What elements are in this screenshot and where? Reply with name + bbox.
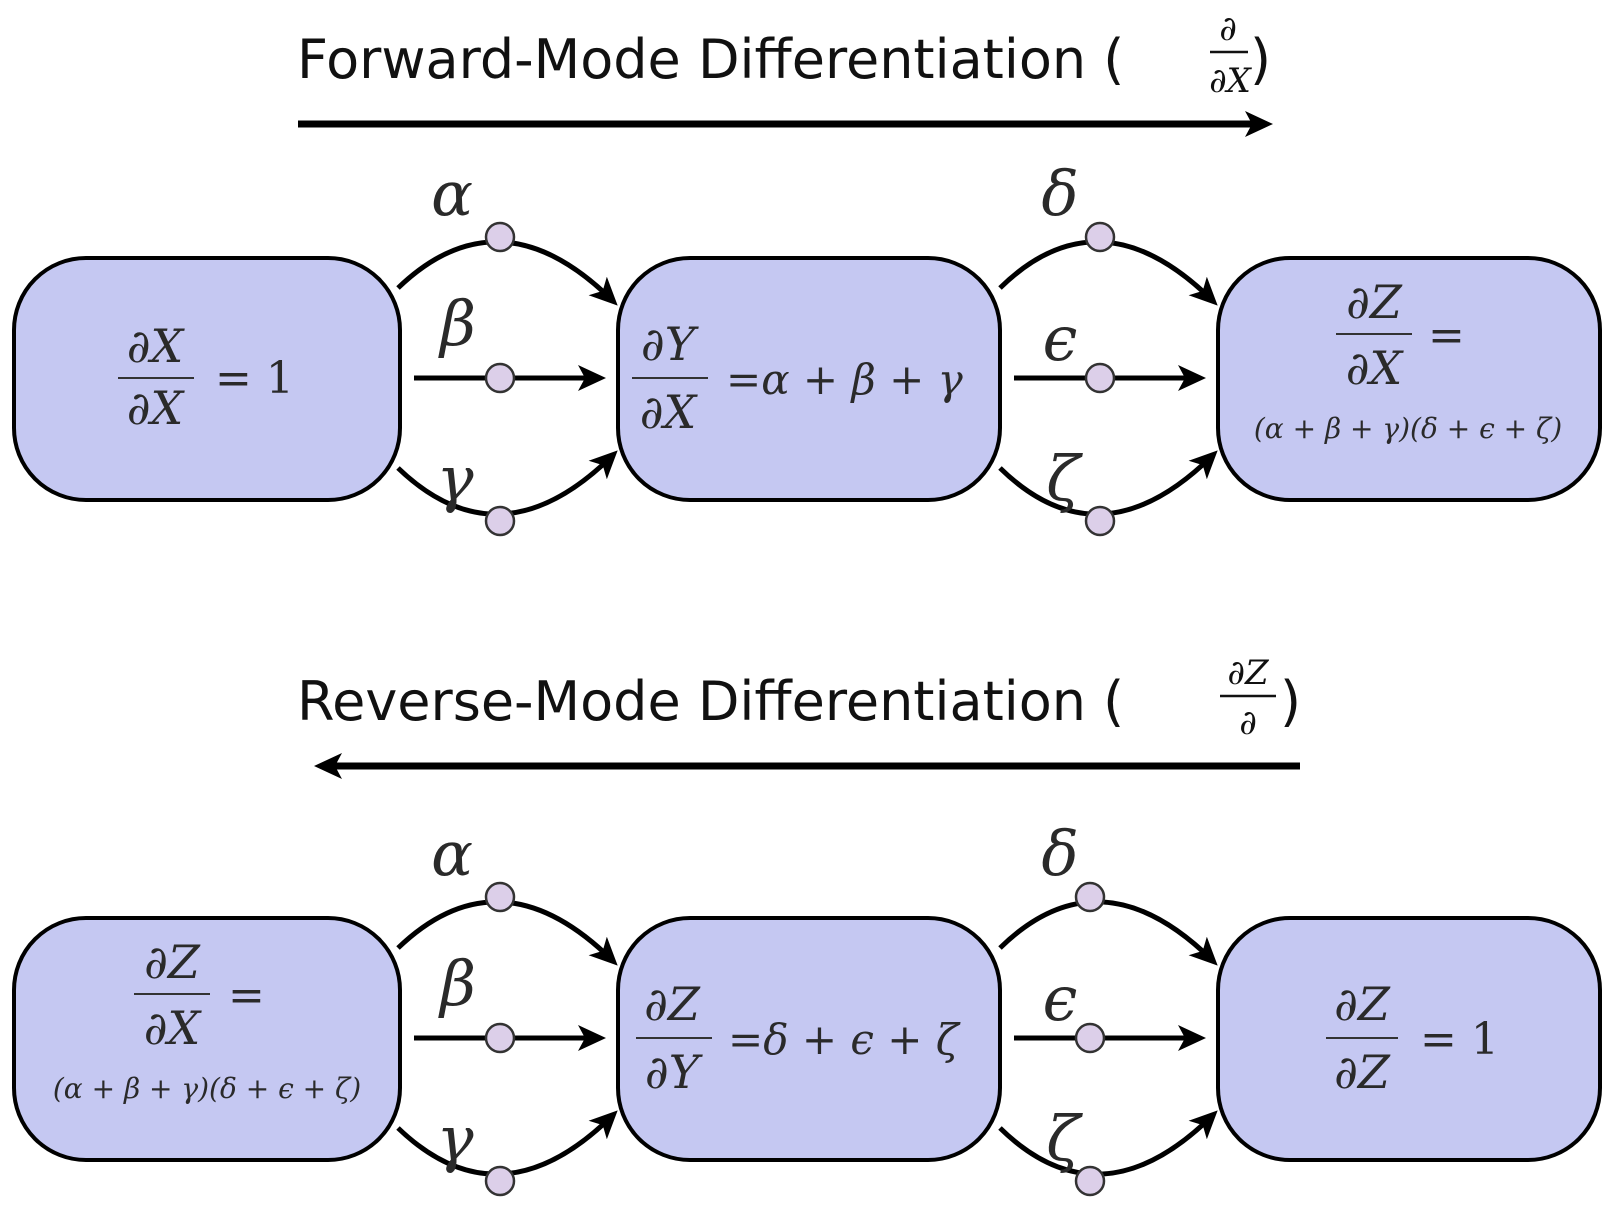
forward-label-alpha: α	[431, 157, 473, 230]
reverse-node-y-box	[616, 916, 1002, 1162]
reverse-label-beta: β	[438, 947, 476, 1020]
reverse-node-x-rhs: =	[228, 970, 265, 1021]
forward-node-z-rhs: =	[1428, 310, 1465, 361]
reverse-edges-left: α β γ	[396, 817, 618, 1197]
forward-title-text: Forward-Mode Differentiation (	[297, 28, 1124, 91]
forward-node-x-rhs: = 1	[215, 353, 294, 404]
forward-edge-zeta	[998, 450, 1218, 517]
reverse-title-op-num: ∂Z	[1227, 653, 1270, 693]
forward-label-beta: β	[438, 287, 476, 360]
forward-node-z-expr: (α + β + γ)(δ + ϵ + ζ)	[1254, 412, 1562, 445]
forward-label-gamma: γ	[436, 442, 474, 515]
forward-edge-epsilon-node	[1084, 362, 1116, 394]
forward-edges-left: α β γ	[396, 157, 618, 537]
reverse-label-epsilon: ϵ	[1043, 962, 1078, 1035]
forward-node-y-num: ∂Y	[641, 317, 700, 371]
forward-edge-gamma	[396, 450, 618, 517]
reverse-node-y-num: ∂Z	[644, 977, 701, 1031]
reverse-edge-zeta-node	[1074, 1165, 1106, 1197]
forward-node-x: ∂X ∂X = 1	[12, 256, 402, 502]
reverse-title-text: Reverse-Mode Differentiation (	[297, 670, 1124, 733]
forward-title-close: )	[1250, 28, 1271, 91]
reverse-node-x-box	[12, 916, 402, 1162]
forward-node-z: ∂Z ∂X = (α + β + γ)(δ + ϵ + ζ)	[1216, 256, 1602, 502]
reverse-node-z-rhs: = 1	[1420, 1014, 1499, 1065]
forward-node-x-box	[12, 256, 402, 502]
reverse-node-y-rhs: =δ + ϵ + ζ	[728, 1015, 961, 1064]
reverse-node-x-num: ∂Z	[144, 935, 201, 989]
reverse-node-z: ∂Z ∂Z = 1	[1216, 916, 1602, 1162]
reverse-node-z-den: ∂Z	[1334, 1045, 1391, 1099]
reverse-edge-delta-node	[1074, 881, 1106, 913]
reverse-title-op-den: ∂	[1239, 703, 1257, 743]
reverse-label-gamma: γ	[436, 1102, 474, 1175]
forward-node-x-den: ∂X	[127, 381, 186, 435]
reverse-label-alpha: α	[431, 817, 473, 890]
forward-node-z-box	[1216, 256, 1602, 502]
forward-label-epsilon: ϵ	[1043, 302, 1078, 375]
forward-edges-right: δ ϵ ζ	[998, 157, 1218, 537]
forward-title: Forward-Mode Differentiation ( ∂ ∂X )	[297, 9, 1271, 101]
reverse-node-z-box	[1216, 916, 1602, 1162]
forward-node-y-rhs: =α + β + γ	[726, 355, 964, 404]
reverse-node-x: ∂Z ∂X = (α + β + γ)(δ + ϵ + ζ)	[12, 916, 402, 1162]
reverse-label-zeta: ζ	[1046, 1102, 1083, 1175]
reverse-node-y: ∂Z ∂Y =δ + ϵ + ζ	[616, 916, 1002, 1162]
reverse-title: Reverse-Mode Differentiation ( ∂Z ∂ )	[297, 653, 1301, 743]
reverse-mode-section: Reverse-Mode Differentiation ( ∂Z ∂ ) α …	[12, 653, 1602, 1197]
forward-node-y: ∂Y ∂X =α + β + γ	[616, 256, 1002, 502]
forward-edge-zeta-node	[1084, 505, 1116, 537]
reverse-label-delta: δ	[1041, 817, 1078, 890]
forward-node-x-num: ∂X	[127, 319, 186, 373]
reverse-edge-zeta	[998, 1110, 1218, 1177]
reverse-title-close: )	[1280, 670, 1301, 733]
forward-node-y-den: ∂X	[640, 385, 699, 439]
reverse-edge-alpha-node	[484, 881, 516, 913]
reverse-node-x-expr: (α + β + γ)(δ + ϵ + ζ)	[53, 1072, 361, 1105]
forward-edge-alpha-node	[484, 221, 516, 253]
reverse-edges-right: δ ϵ ζ	[998, 817, 1218, 1197]
forward-edge-beta-node	[484, 362, 516, 394]
forward-node-y-box	[616, 256, 1002, 502]
reverse-node-y-den: ∂Y	[645, 1045, 704, 1099]
reverse-edge-gamma	[396, 1110, 618, 1177]
reverse-edge-gamma-node	[484, 1165, 516, 1197]
forward-title-op-num: ∂	[1219, 9, 1237, 49]
forward-label-zeta: ζ	[1046, 442, 1083, 515]
reverse-edge-epsilon-node	[1074, 1022, 1106, 1054]
forward-edge-delta-node	[1084, 221, 1116, 253]
forward-mode-section: Forward-Mode Differentiation ( ∂ ∂X ) α …	[12, 9, 1602, 537]
forward-node-z-num: ∂Z	[1346, 275, 1403, 329]
reverse-edge-beta-node	[484, 1022, 516, 1054]
forward-edge-gamma-node	[484, 505, 516, 537]
forward-node-z-den: ∂X	[1346, 341, 1405, 395]
reverse-node-x-den: ∂X	[144, 1001, 203, 1055]
forward-label-delta: δ	[1041, 157, 1078, 230]
forward-title-op-den: ∂X	[1209, 61, 1253, 101]
reverse-node-z-num: ∂Z	[1334, 977, 1391, 1031]
reverse-edge-delta	[998, 899, 1218, 966]
